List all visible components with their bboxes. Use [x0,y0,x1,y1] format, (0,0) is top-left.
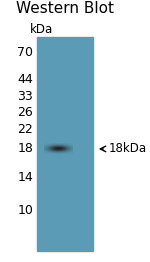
Text: 14: 14 [18,171,33,184]
Text: 33: 33 [18,90,33,103]
Text: 18: 18 [17,143,33,155]
Text: 10: 10 [17,204,33,217]
Bar [37,37,93,251]
Text: 26: 26 [18,106,33,119]
Text: 18kDa: 18kDa [109,143,147,155]
Text: Western Blot: Western Blot [16,1,114,16]
Text: kDa: kDa [30,23,53,36]
Text: 44: 44 [18,73,33,86]
Text: 22: 22 [18,123,33,136]
Text: 70: 70 [17,46,33,59]
